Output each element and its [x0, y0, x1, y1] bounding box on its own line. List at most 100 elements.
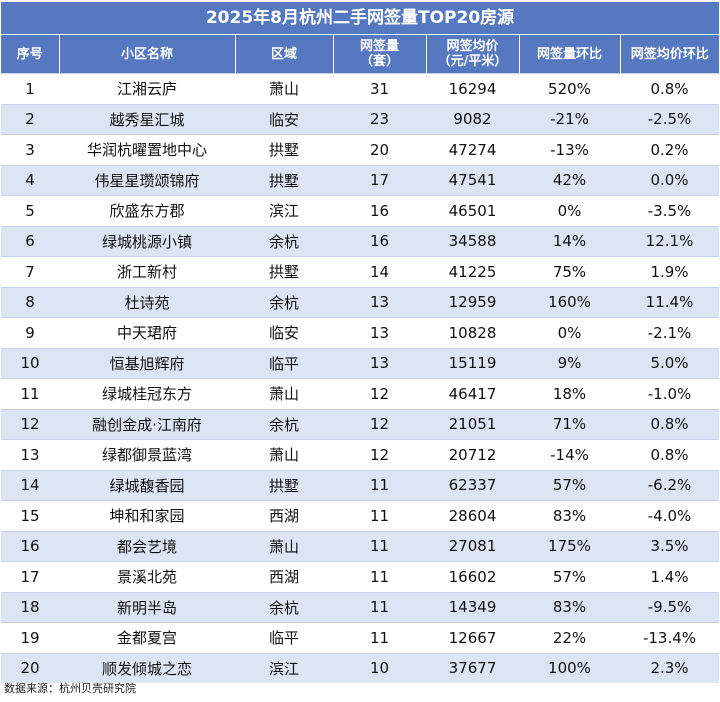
cell-price-mom: 1.4%	[620, 561, 719, 592]
cell-volume-mom: 18%	[519, 378, 620, 409]
cell-volume-mom: -21%	[519, 103, 620, 135]
cell-district: 西湖	[235, 561, 333, 592]
cell-price-mom: -9.5%	[620, 591, 719, 623]
cell-volume-mom: 175%	[519, 530, 620, 562]
cell-name: 绿都御景蓝湾	[59, 439, 235, 470]
cell-price: 62337	[426, 469, 519, 501]
cell-name: 浙工新村	[59, 256, 235, 287]
header-volume: 网签量 （套）	[332, 34, 426, 74]
cell-price-mom: -2.5%	[620, 103, 719, 135]
cell-district: 滨江	[235, 195, 333, 226]
cell-volume: 13	[333, 286, 426, 318]
header-price: 网签均价 （元/平米）	[425, 34, 519, 74]
cell-price-mom: -1.0%	[620, 378, 719, 409]
cell-name: 坤和和家园	[59, 500, 235, 531]
cell-rank: 6	[1, 225, 59, 257]
header-row: 序号 小区名称 区域 网签量 （套） 网签均价 （元/平米） 网签量环比 网签均…	[1, 34, 719, 74]
table-row: 14 绿城馥香园 拱墅 11 62337 57% -6.2%	[1, 469, 719, 501]
cell-volume-mom: 9%	[519, 347, 620, 379]
cell-name: 欣盛东方郡	[59, 195, 235, 226]
cell-name: 中天珺府	[59, 317, 235, 348]
cell-district: 西湖	[235, 500, 333, 531]
cell-name: 景溪北苑	[59, 561, 235, 592]
cell-rank: 17	[1, 561, 59, 592]
table-row: 18 新明半岛 余杭 11 14349 83% -9.5%	[1, 591, 719, 623]
cell-name: 新明半岛	[59, 591, 235, 623]
cell-rank: 14	[1, 469, 59, 501]
cell-volume: 12	[333, 378, 426, 409]
cell-price-mom: -13.4%	[620, 622, 719, 653]
cell-district: 滨江	[235, 652, 333, 683]
cell-name: 杜诗苑	[59, 286, 235, 318]
cell-price: 16294	[426, 73, 519, 104]
cell-district: 萧山	[235, 378, 333, 409]
cell-rank: 2	[1, 103, 59, 135]
table-title: 2025年8月杭州二手网签量TOP20房源	[1, 2, 719, 34]
cell-price: 21051	[426, 408, 519, 440]
cell-volume: 16	[333, 225, 426, 257]
header-volume-line1: 网签量	[359, 39, 399, 54]
cell-name: 绿城馥香园	[59, 469, 235, 501]
cell-district: 临平	[235, 347, 333, 379]
table-row: 7 浙工新村 拱墅 14 41225 75% 1.9%	[1, 256, 719, 287]
header-price-line2: （元/平米）	[437, 54, 508, 69]
cell-volume-mom: 42%	[519, 164, 620, 196]
cell-volume: 14	[333, 256, 426, 287]
cell-district: 临安	[235, 103, 333, 135]
table-row: 2 越秀星汇城 临安 23 9082 -21% -2.5%	[1, 103, 719, 135]
cell-volume-mom: 0%	[519, 195, 620, 226]
cell-volume-mom: -13%	[519, 134, 620, 165]
cell-volume: 12	[333, 439, 426, 470]
cell-price: 12667	[426, 622, 519, 653]
cell-price: 47274	[426, 134, 519, 165]
cell-price-mom: 1.9%	[620, 256, 719, 287]
cell-name: 江湘云庐	[59, 73, 235, 104]
cell-name: 绿城桂冠东方	[59, 378, 235, 409]
cell-rank: 3	[1, 134, 59, 165]
cell-district: 拱墅	[235, 256, 333, 287]
cell-price: 37677	[426, 652, 519, 683]
table-row: 19 金都夏宫 临平 11 12667 22% -13.4%	[1, 622, 719, 653]
cell-volume-mom: 22%	[519, 622, 620, 653]
table-row: 10 恒基旭辉府 临平 13 15119 9% 5.0%	[1, 347, 719, 379]
cell-rank: 11	[1, 378, 59, 409]
table-row: 20 顺发倾城之恋 滨江 10 37677 100% 2.3%	[1, 652, 719, 683]
table-row: 4 伟星星瓒颂锦府 拱墅 17 47541 42% 0.0%	[1, 164, 719, 196]
cell-volume-mom: -14%	[519, 439, 620, 470]
table-row: 12 融创金成·江南府 余杭 12 21051 71% 0.8%	[1, 408, 719, 440]
cell-volume: 20	[333, 134, 426, 165]
header-district: 区域	[234, 34, 333, 74]
cell-volume: 11	[333, 530, 426, 562]
table-row: 16 都会艺境 萧山 11 27081 175% 3.5%	[1, 530, 719, 562]
cell-price: 12959	[426, 286, 519, 318]
cell-price-mom: 0.8%	[620, 73, 719, 104]
table-row: 15 坤和和家园 西湖 11 28604 83% -4.0%	[1, 500, 719, 531]
cell-rank: 19	[1, 622, 59, 653]
header-name: 小区名称	[58, 34, 235, 74]
cell-rank: 16	[1, 530, 59, 562]
cell-district: 萧山	[235, 73, 333, 104]
cell-volume: 17	[333, 164, 426, 196]
header-price-line1: 网签均价	[446, 39, 499, 54]
table-row: 9 中天珺府 临安 13 10828 0% -2.1%	[1, 317, 719, 348]
cell-price-mom: 2.3%	[620, 652, 719, 683]
cell-name: 金都夏宫	[59, 622, 235, 653]
cell-volume-mom: 71%	[519, 408, 620, 440]
cell-volume-mom: 14%	[519, 225, 620, 257]
cell-district: 拱墅	[235, 469, 333, 501]
cell-price: 46417	[426, 378, 519, 409]
cell-district: 余杭	[235, 591, 333, 623]
cell-volume-mom: 83%	[519, 591, 620, 623]
cell-price-mom: 0.2%	[620, 134, 719, 165]
table-row: 3 华润杭曜置地中心 拱墅 20 47274 -13% 0.2%	[1, 134, 719, 165]
cell-price: 10828	[426, 317, 519, 348]
cell-district: 余杭	[235, 225, 333, 257]
cell-district: 拱墅	[235, 164, 333, 196]
cell-volume: 13	[333, 347, 426, 379]
cell-volume: 16	[333, 195, 426, 226]
cell-volume-mom: 57%	[519, 469, 620, 501]
cell-district: 萧山	[235, 530, 333, 562]
cell-name: 都会艺境	[59, 530, 235, 562]
cell-volume-mom: 160%	[519, 286, 620, 318]
cell-name: 融创金成·江南府	[59, 408, 235, 440]
